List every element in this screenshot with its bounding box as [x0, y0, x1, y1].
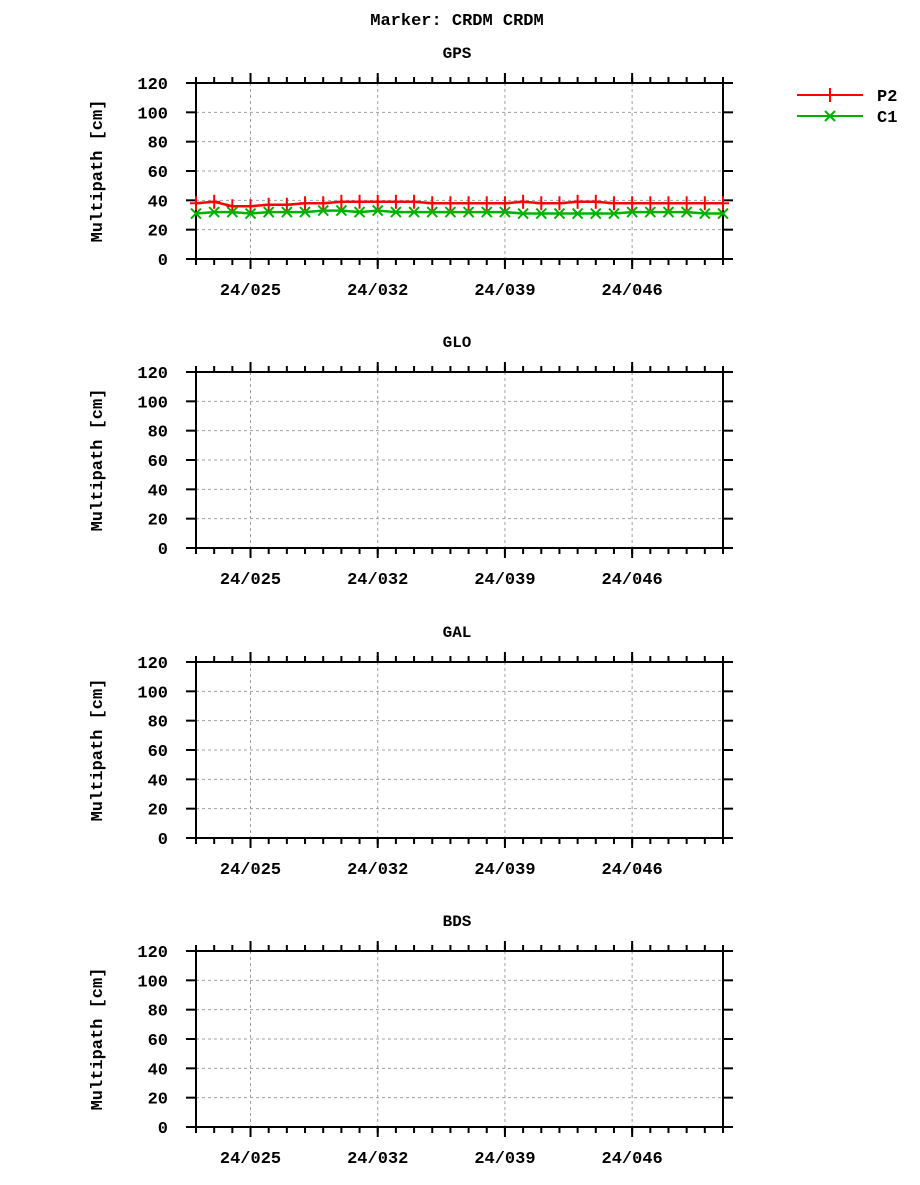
y-axis-label: Multipath [cm] [89, 100, 108, 243]
y-tick-label: 60 [148, 164, 168, 183]
legend-entry-c1: C1 [797, 109, 897, 128]
y-tick-label: 120 [137, 365, 168, 384]
y-tick-label: 20 [148, 512, 168, 531]
x-tick-label: 24/025 [220, 282, 281, 301]
panel-gal: GAL 0 20 40 60 80 100 120 24/025 24/032 24/039 24/0… [89, 624, 733, 880]
x-tick-label: 24/046 [602, 571, 663, 590]
y-tick-label: 60 [148, 453, 168, 472]
x-tick-label: 24/025 [220, 571, 281, 590]
legend-label: P2 [877, 88, 897, 107]
y-tick-label: 40 [148, 193, 168, 212]
y-tick-label: 80 [148, 135, 168, 154]
panel-gps: GPS 0 20 40 60 80 100 120 24/025 24/032 24/039 24/0… [89, 45, 733, 301]
x-tick-label: 24/039 [474, 571, 535, 590]
panel-title: GLO [443, 334, 472, 352]
y-tick-label: 80 [148, 424, 168, 443]
x-tick-label: 24/032 [347, 1150, 408, 1169]
y-tick-label: 80 [148, 714, 168, 733]
y-tick-label: 100 [137, 105, 168, 124]
y-tick-label: 40 [148, 772, 168, 791]
x-tick-label: 24/025 [220, 861, 281, 880]
y-tick-label: 100 [137, 394, 168, 413]
x-tick-label: 24/039 [474, 1150, 535, 1169]
legend-entry-p2: P2 [797, 88, 897, 107]
y-tick-label: 120 [137, 76, 168, 95]
panel-glo: GLO 0 20 40 60 80 100 120 24/025 24/032 24/039 24/0… [89, 334, 733, 590]
series-p2 [190, 194, 729, 214]
x-tick-label: 24/039 [474, 282, 535, 301]
panel-title: GPS [443, 45, 472, 63]
y-tick-label: 100 [137, 684, 168, 703]
y-axis-label: Multipath [cm] [89, 968, 108, 1111]
y-tick-label: 120 [137, 944, 168, 963]
y-tick-label: 20 [148, 802, 168, 821]
x-tick-label: 24/046 [602, 282, 663, 301]
legend-label: C1 [877, 109, 897, 128]
x-tick-label: 24/032 [347, 571, 408, 590]
panel-title: GAL [443, 624, 472, 642]
y-tick-label: 0 [158, 252, 168, 271]
y-tick-label: 40 [148, 482, 168, 501]
x-tick-label: 24/039 [474, 861, 535, 880]
y-tick-label: 40 [148, 1061, 168, 1080]
x-tick-label: 24/032 [347, 861, 408, 880]
y-tick-label: 60 [148, 1032, 168, 1051]
series-c1 [190, 204, 729, 220]
x-tick-label: 24/025 [220, 1150, 281, 1169]
panels: GPS 0 20 40 60 80 100 120 24/025 24/032 24/039 24/0… [89, 45, 733, 1169]
y-tick-label: 0 [158, 831, 168, 850]
y-tick-label: 80 [148, 1003, 168, 1022]
x-tick-label: 24/046 [602, 861, 663, 880]
y-tick-label: 120 [137, 655, 168, 674]
y-tick-label: 0 [158, 1120, 168, 1139]
y-axis-label: Multipath [cm] [89, 389, 108, 532]
y-tick-label: 0 [158, 541, 168, 560]
x-tick-label: 24/032 [347, 282, 408, 301]
chart-title: Marker: CRDM CRDM [370, 12, 543, 31]
y-tick-label: 20 [148, 223, 168, 242]
y-tick-label: 60 [148, 743, 168, 762]
panel-bds: BDS 0 20 40 60 80 100 120 24/025 24/032 24/039 24/0… [89, 913, 733, 1169]
y-tick-label: 100 [137, 973, 168, 992]
y-axis-label: Multipath [cm] [89, 679, 108, 822]
y-tick-label: 20 [148, 1091, 168, 1110]
x-tick-label: 24/046 [602, 1150, 663, 1169]
panel-title: BDS [443, 913, 472, 931]
